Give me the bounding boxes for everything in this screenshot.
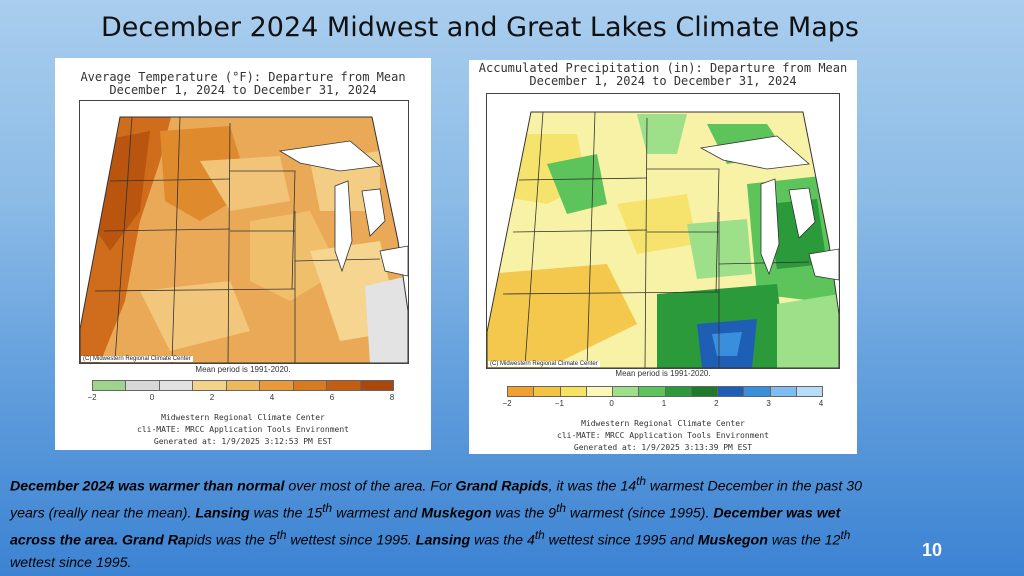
temperature-map-copyright: (C) Midwestern Regional Climate Center (81, 356, 193, 362)
summary-text: was the 4 (470, 533, 535, 550)
precipitation-credit-line2: cli-MATE: MRCC Application Tools Environ… (557, 431, 769, 440)
precipitation-map-mean-period: Mean period is 1991-2020. (615, 369, 711, 378)
precipitation-credit-line1: Midwestern Regional Climate Center (581, 419, 745, 428)
summary-wet-lead: December was wet across the area. Grand … (10, 505, 841, 550)
precipitation-legend-colorbar (507, 386, 823, 397)
precipitation-legend-tick-label: 3 (766, 399, 771, 408)
temperature-legend-swatch (193, 381, 227, 390)
temperature-credit-line1: Midwestern Regional Climate Center (161, 413, 325, 422)
summary-city: Muskegon (697, 533, 768, 550)
summary-warm-lead: December 2024 was warmer than normal (10, 478, 285, 495)
summary-ordinal: th (276, 528, 287, 543)
temperature-legend-tick-label: −2 (87, 393, 97, 402)
temperature-legend-tick-label: 6 (329, 393, 335, 402)
temperature-map-date-range: December 1, 2024 to December 31, 2024 (109, 83, 377, 97)
summary-text: wettest since 1995. (286, 533, 416, 550)
summary-ordinal: th (322, 501, 333, 516)
precipitation-legend-swatch (639, 387, 666, 396)
precipitation-legend-swatch (508, 387, 535, 396)
summary-ordinal: th (636, 474, 646, 488)
summary-text: over most of the area. For (284, 478, 456, 495)
temperature-legend-colorbar (92, 380, 394, 391)
summary-text: warmest and (332, 505, 422, 522)
summary-text: pids was the 5 (185, 533, 277, 550)
temperature-credit-line3: Generated at: 1/9/2025 3:12:53 PM EST (153, 437, 333, 446)
precipitation-legend-swatch (744, 387, 771, 396)
summary-city: Lansing (415, 533, 471, 550)
temperature-map-credits: Midwestern Regional Climate Center cli-M… (55, 412, 431, 448)
temperature-map-panel: Average Temperature (°F): Departure from… (55, 58, 431, 450)
precipitation-legend-swatch (770, 387, 797, 396)
summary-text: warmest (since 1995). (565, 505, 714, 522)
precipitation-legend-tick-label: 1 (661, 399, 667, 408)
summary-text: warmest December in the past 30 years (r… (10, 478, 863, 522)
temperature-legend-swatch (360, 381, 393, 390)
temperature-credit-line2: cli-MATE: MRCC Application Tools Environ… (137, 425, 349, 434)
summary-ordinal: th (534, 528, 545, 543)
precipitation-legend-swatch (613, 387, 640, 396)
precipitation-legend-swatch (796, 387, 822, 396)
precipitation-legend-swatch (534, 387, 561, 396)
precipitation-map-date-range: December 1, 2024 to December 31, 2024 (529, 74, 797, 88)
summary-city: Grand Rapids (455, 478, 549, 495)
summary-text: wettest since 1995 and (544, 533, 698, 550)
temperature-legend-swatch (126, 381, 160, 390)
summary-ordinal: th (840, 528, 851, 543)
temperature-legend-swatch (93, 381, 127, 390)
precipitation-legend-swatch (718, 387, 745, 396)
temperature-map-image: (C) Midwestern Regional Climate Center (79, 100, 409, 364)
precipitation-map-image: (C) Midwestern Regional Climate Center (486, 93, 840, 369)
temperature-map-mean-period: Mean period is 1991-2020. (195, 365, 291, 374)
temperature-map-title: Average Temperature (°F): Departure from… (80, 70, 406, 84)
temperature-legend-tick-label: 2 (209, 393, 215, 402)
temperature-legend-tick-label: 8 (389, 393, 395, 402)
precipitation-map-panel: Accumulated Precipitation (in): Departur… (469, 60, 857, 454)
precipitation-legend-tick-label: 4 (818, 399, 824, 408)
precipitation-legend-swatch (691, 387, 718, 396)
summary-city: Muskegon (421, 505, 492, 522)
precipitation-map-credits: Midwestern Regional Climate Center cli-M… (469, 418, 857, 454)
temperature-legend-swatch (293, 381, 328, 390)
precipitation-credit-line3: Generated at: 1/9/2025 3:13:39 PM EST (573, 443, 753, 452)
summary-text: was the 12 (767, 533, 841, 550)
precipitation-map-copyright: (C) Midwestern Regional Climate Center (488, 361, 600, 367)
summary-text: wettest since 1995. (10, 554, 132, 571)
precipitation-legend-swatch (665, 387, 692, 396)
page-number: 10 (922, 540, 943, 560)
precipitation-legend-tick-label: 0 (609, 399, 614, 408)
temperature-legend-swatch (327, 381, 361, 390)
slide-title: December 2024 Midwest and Great Lakes Cl… (101, 12, 859, 43)
precipitation-map-title: Accumulated Precipitation (in): Departur… (478, 61, 848, 75)
temperature-legend-tick-label: 0 (149, 393, 155, 402)
temperature-legend-tick-label: 4 (269, 393, 275, 402)
summary-text: was the 15 (249, 505, 323, 522)
temperature-legend-swatch (159, 381, 194, 390)
temperature-legend-swatch (226, 381, 261, 390)
precipitation-legend-swatch (560, 387, 587, 396)
summary-ordinal: th (556, 501, 566, 516)
summary-city: Lansing (195, 505, 250, 522)
summary-text: , it was the 14 (548, 478, 637, 495)
summary-text: was the 9 (491, 505, 557, 522)
precipitation-legend-tick-label: −1 (554, 399, 564, 408)
temperature-legend-swatch (260, 381, 294, 390)
precipitation-legend-swatch (586, 387, 613, 396)
precipitation-legend-tick-label: 2 (714, 399, 719, 408)
summary-paragraph: December 2024 was warmer than normal ove… (10, 471, 890, 574)
precipitation-legend-tick-label: −2 (502, 399, 512, 408)
